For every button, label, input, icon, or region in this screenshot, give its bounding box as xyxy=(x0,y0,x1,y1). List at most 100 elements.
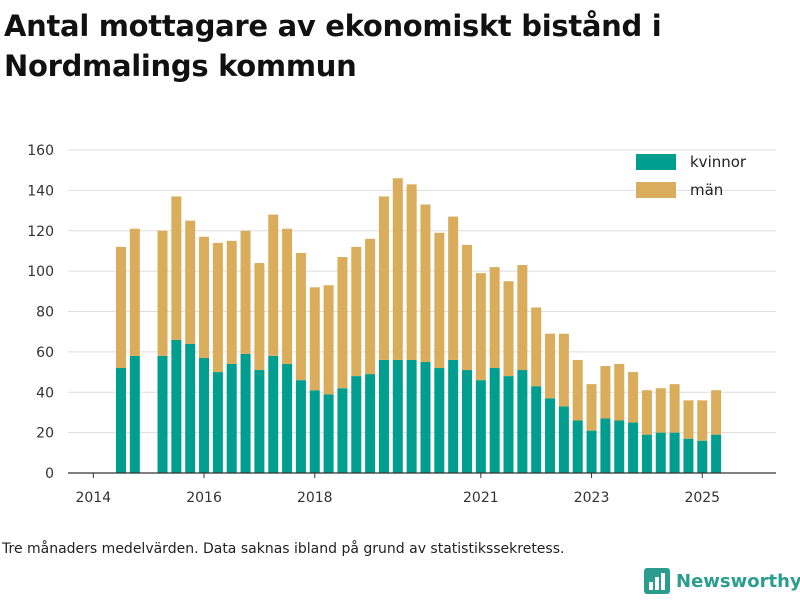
bar-män xyxy=(641,390,652,435)
bar-män xyxy=(268,214,279,356)
x-tick-label: 2016 xyxy=(186,490,222,506)
bar-kvinnor xyxy=(572,420,583,473)
bar-män xyxy=(378,196,389,360)
x-tick-label: 2025 xyxy=(684,490,720,506)
bar-kvinnor xyxy=(254,370,265,473)
bar-kvinnor xyxy=(323,394,334,473)
bar-män xyxy=(171,196,182,340)
bar-män xyxy=(434,232,445,369)
bar-män xyxy=(212,242,223,373)
bar-män xyxy=(517,265,528,371)
bar-kvinnor xyxy=(669,432,680,473)
bar-kvinnor xyxy=(586,430,597,473)
bar-kvinnor xyxy=(406,359,417,473)
bar-män xyxy=(129,228,140,356)
bar-män xyxy=(309,287,320,391)
bar-män xyxy=(323,285,334,395)
chart-title: Antal mottagare av ekonomiskt bistånd i … xyxy=(4,9,662,83)
bar-kvinnor xyxy=(309,390,320,473)
bar-män xyxy=(628,372,639,423)
y-tick-label: 60 xyxy=(36,345,54,361)
bar-män xyxy=(489,267,500,369)
bar-män xyxy=(462,244,472,371)
legend-label-kvinnor: kvinnor xyxy=(690,153,747,171)
x-tick-label: 2014 xyxy=(75,490,111,506)
x-tick-label: 2018 xyxy=(297,490,333,506)
bar-kvinnor xyxy=(171,339,182,473)
bar-kvinnor xyxy=(558,406,569,473)
y-tick-label: 120 xyxy=(27,224,54,240)
bar-kvinnor xyxy=(157,355,168,473)
y-tick-label: 100 xyxy=(27,264,54,280)
bar-kvinnor xyxy=(185,343,196,473)
bar-män xyxy=(545,333,556,399)
bar-kvinnor xyxy=(655,432,666,473)
bar-män xyxy=(199,236,210,358)
bar-kvinnor xyxy=(545,398,556,473)
bar-kvinnor xyxy=(600,418,611,473)
bar-kvinnor xyxy=(282,363,293,473)
bar-kvinnor xyxy=(129,355,140,473)
bar-män xyxy=(116,246,126,369)
bar-män xyxy=(683,400,694,439)
legend-swatch-män xyxy=(636,182,676,198)
bar-män xyxy=(157,230,168,356)
bar-män xyxy=(406,184,417,360)
y-tick-label: 160 xyxy=(27,143,54,159)
y-tick-label: 40 xyxy=(36,385,54,401)
bar-män xyxy=(503,281,514,377)
bar-män xyxy=(669,384,680,433)
bar-kvinnor xyxy=(628,422,639,473)
bar-män xyxy=(185,220,196,344)
x-axis: 2014 2016 2018 2021 2023 2025 xyxy=(68,472,776,506)
bar-kvinnor xyxy=(531,386,542,473)
bar-kvinnor xyxy=(226,363,237,473)
bar-män xyxy=(586,384,597,431)
bar-män xyxy=(351,246,362,377)
bar-män xyxy=(365,238,376,375)
bar-män xyxy=(655,388,666,433)
bar-kvinnor xyxy=(641,434,652,473)
bar-män xyxy=(531,307,542,387)
bar-män xyxy=(420,204,431,362)
bar-män xyxy=(614,363,625,421)
legend-label-män: män xyxy=(690,181,723,199)
y-tick-label: 0 xyxy=(45,466,54,482)
bar-kvinnor xyxy=(683,438,694,473)
bar-kvinnor xyxy=(337,388,348,473)
bar-män xyxy=(448,216,459,360)
bar-kvinnor xyxy=(475,380,486,473)
bar-kvinnor xyxy=(268,355,279,473)
bar-kvinnor xyxy=(614,420,625,473)
bar-kvinnor xyxy=(503,376,514,473)
footnote: Tre månaders medelvärden. Data saknas ib… xyxy=(2,541,565,557)
bar-kvinnor xyxy=(420,361,431,473)
newsworthy-logo[interactable]: Newsworthy xyxy=(644,568,800,594)
bar-kvinnor xyxy=(240,353,251,473)
bar-män xyxy=(392,178,403,360)
bar-kvinnor xyxy=(351,376,362,473)
bar-kvinnor xyxy=(199,357,210,473)
bar-män xyxy=(295,252,306,381)
bar-kvinnor xyxy=(448,359,459,473)
bar-män xyxy=(697,400,708,441)
legend: kvinnor män xyxy=(636,153,747,199)
brand-name: Newsworthy xyxy=(676,570,800,592)
bar-män xyxy=(337,256,348,389)
x-tick-label: 2021 xyxy=(463,490,499,506)
y-tick-label: 80 xyxy=(36,305,54,321)
bar-kvinnor xyxy=(378,359,389,473)
y-tick-label: 20 xyxy=(36,426,54,442)
bar-kvinnor xyxy=(462,370,472,473)
bar-män xyxy=(282,228,293,364)
bar-män xyxy=(558,333,569,407)
bar-kvinnor xyxy=(697,440,708,473)
bar-män xyxy=(600,366,611,419)
bar-kvinnor xyxy=(116,368,126,473)
legend-swatch-kvinnor xyxy=(636,154,676,170)
y-axis: 0 20 40 60 80 100 120 140 160 xyxy=(27,143,54,482)
bar-män xyxy=(240,230,251,354)
bar-kvinnor xyxy=(434,368,445,473)
bar-kvinnor xyxy=(392,359,403,473)
